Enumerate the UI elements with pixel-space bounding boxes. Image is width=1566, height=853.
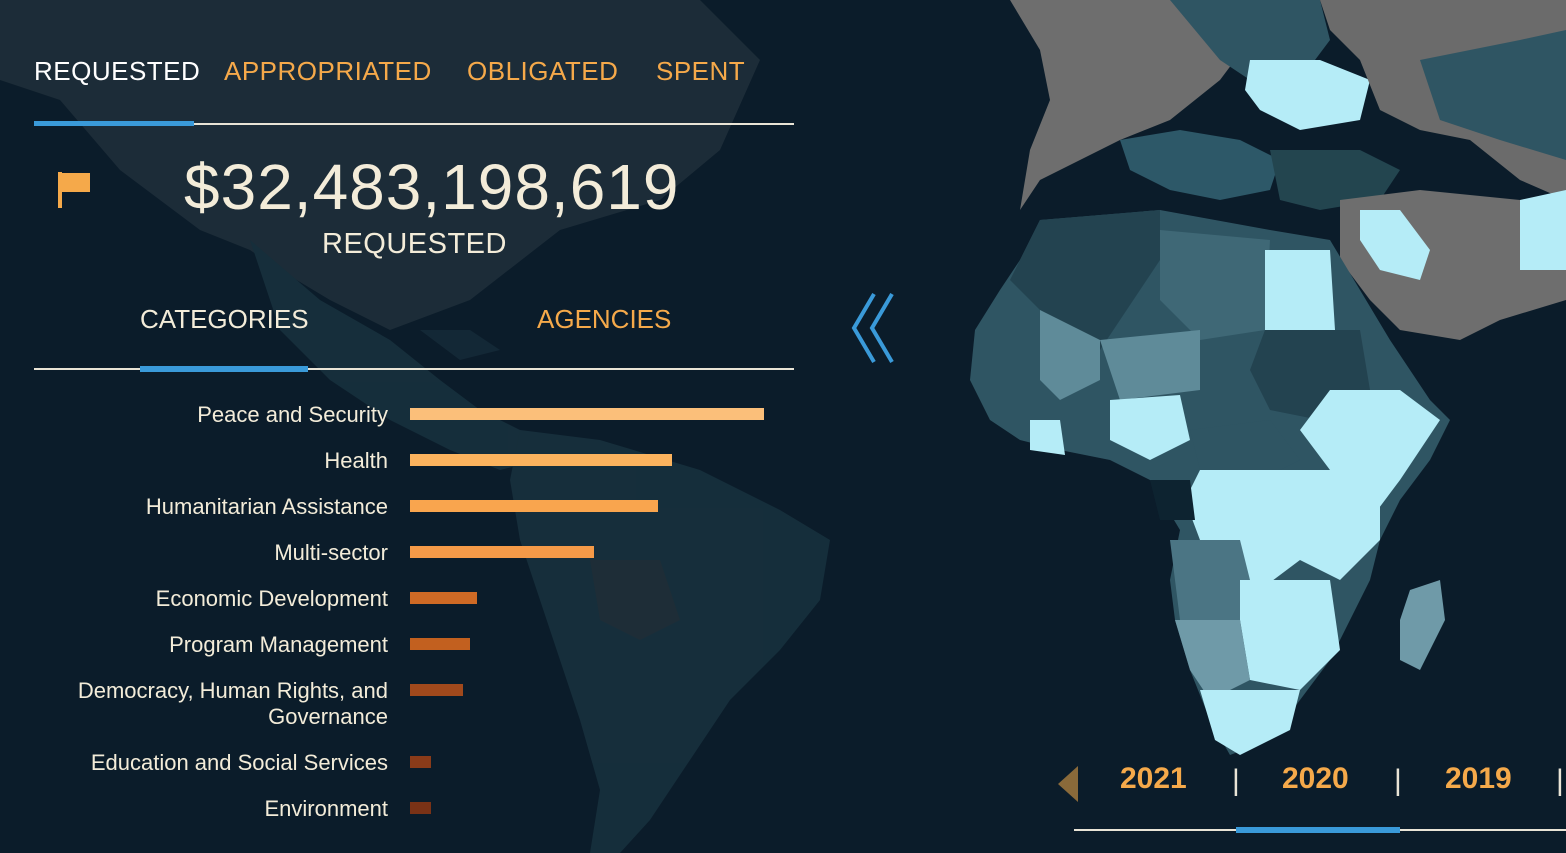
europe-region	[1010, 0, 1566, 340]
tab-categories[interactable]: CATEGORIES	[140, 304, 309, 334]
category-bar[interactable]	[410, 546, 594, 558]
year-separator: |	[1394, 764, 1402, 797]
category-bar[interactable]	[410, 684, 463, 696]
category-label: Health	[324, 448, 388, 473]
category-label: Humanitarian Assistance	[145, 494, 388, 519]
category-label: Education and Social Services	[90, 750, 388, 775]
category-label: Democracy, Human Rights, and Governance	[77, 678, 388, 729]
tab-requested[interactable]: REQUESTED	[34, 56, 201, 86]
year-2020[interactable]: 2020	[1282, 762, 1349, 795]
category-label: Peace and Security	[197, 402, 388, 427]
category-bar[interactable]	[410, 756, 431, 768]
category-bar[interactable]	[410, 408, 764, 420]
category-bar[interactable]	[410, 802, 431, 814]
total-amount-label: REQUESTED	[322, 228, 507, 260]
year-separator: |	[1556, 764, 1564, 797]
double-chevron-left-icon[interactable]	[848, 290, 898, 366]
category-bar[interactable]	[410, 638, 470, 650]
selected-year-indicator	[1236, 827, 1400, 833]
active-view-indicator	[140, 366, 308, 372]
tab-appropriated[interactable]: APPROPRIATED	[224, 56, 432, 86]
category-bar[interactable]	[410, 454, 672, 466]
tab-obligated[interactable]: OBLIGATED	[467, 56, 619, 86]
category-bar[interactable]	[410, 592, 477, 604]
active-tab-indicator	[34, 121, 194, 126]
category-label: Economic Development	[155, 586, 388, 611]
category-label: Program Management	[169, 632, 388, 657]
africa-region	[970, 210, 1450, 755]
view-tabs-divider	[34, 368, 794, 370]
category-bar[interactable]	[410, 500, 658, 512]
flag-icon	[58, 172, 90, 208]
tab-spent[interactable]: SPENT	[656, 56, 746, 86]
category-label: Multi-sector	[274, 540, 388, 565]
triangle-left-icon[interactable]	[1058, 766, 1080, 802]
category-label: Environment	[264, 796, 388, 821]
year-separator: |	[1232, 764, 1240, 797]
tab-agencies[interactable]: AGENCIES	[537, 304, 672, 334]
tabs-divider	[34, 123, 794, 125]
funding-panel: REQUESTED APPROPRIATED OBLIGATED SPENT $…	[34, 56, 794, 821]
year-2019[interactable]: 2019	[1445, 762, 1512, 795]
year-2021[interactable]: 2021	[1120, 762, 1187, 795]
total-amount: $32,483,198,619	[184, 151, 680, 223]
